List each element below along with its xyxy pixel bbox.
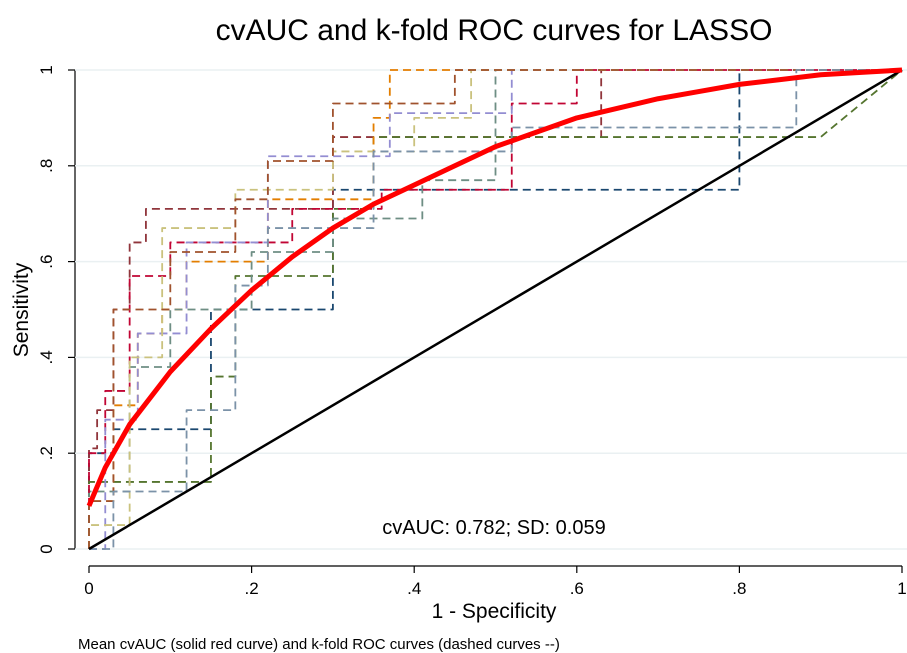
y-axis-label: Sensitivity (10, 262, 33, 357)
roc-curve (88, 68, 903, 551)
fold-roc-curve (88, 69, 902, 549)
fold-roc-curve (88, 69, 902, 549)
roc-curve (86, 67, 903, 507)
x-tick-label: 0 (84, 579, 93, 598)
x-tick-label: 1 (897, 579, 906, 598)
x-tick-label: .6 (570, 579, 584, 598)
y-tick-label: .8 (37, 159, 56, 173)
y-tick-label: 0 (37, 544, 56, 553)
x-tick-label: .4 (407, 579, 421, 598)
y-tick-label: .6 (37, 255, 56, 269)
x-tick-label: .8 (732, 579, 746, 598)
fold-roc-curve (88, 69, 903, 549)
fold-roc-curve (89, 69, 902, 550)
annotation: cvAUC: 0.782; SD: 0.059 (382, 517, 605, 539)
fold-roc-curve (89, 69, 902, 550)
x-axis-label: 1 - Specificity (432, 600, 557, 623)
x-tick-label: .2 (245, 579, 259, 598)
note: Mean cvAUC (solid red curve) and k-fold … (78, 636, 560, 653)
chart-title: cvAUC and k-fold ROC curves for LASSO (216, 14, 773, 47)
fold-roc-curve (88, 69, 902, 549)
y-tick-label: .4 (37, 350, 56, 364)
y-tick-label: .2 (37, 446, 56, 460)
fold-roc-curve (88, 69, 902, 506)
y-tick-label: 1 (37, 65, 56, 74)
